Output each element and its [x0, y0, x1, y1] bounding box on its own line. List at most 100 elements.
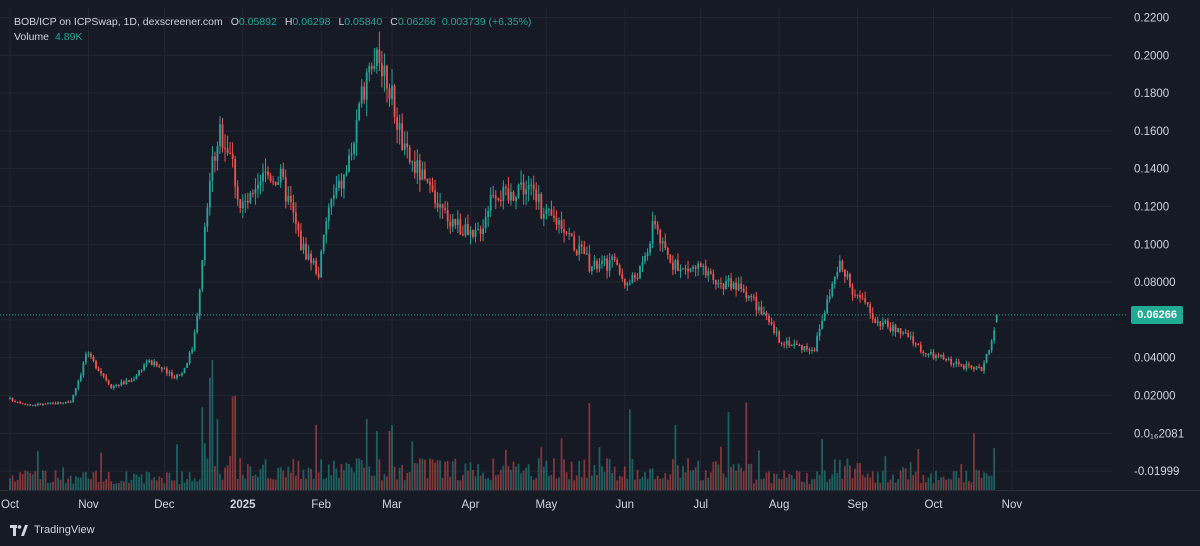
volume-bar: [864, 477, 867, 490]
volume-bar: [150, 479, 153, 490]
volume-bar: [659, 479, 662, 490]
volume-bar: [39, 479, 42, 490]
candle-body: [14, 401, 16, 403]
volume-bar: [327, 464, 330, 490]
candle-body: [955, 361, 958, 364]
candle-body: [565, 232, 568, 234]
volume-bar: [570, 461, 573, 490]
candle-body: [340, 180, 343, 189]
volume-bar: [507, 465, 510, 490]
volume-bar: [216, 419, 219, 490]
candle-body: [924, 353, 927, 355]
volume-bar: [661, 478, 664, 490]
volume-bar: [879, 482, 882, 490]
volume-bar: [980, 477, 983, 490]
volume-bar: [978, 470, 980, 490]
candle-body: [780, 342, 783, 344]
volume-bar: [714, 461, 717, 490]
candle-body: [499, 199, 502, 202]
candle-body: [396, 116, 398, 130]
volume-bar: [297, 460, 300, 490]
volume-bar: [515, 466, 517, 490]
tradingview-brand[interactable]: TradingView: [10, 524, 95, 536]
candle-body: [874, 319, 877, 324]
candle-body: [811, 349, 813, 351]
candle-body: [585, 253, 588, 255]
volume-bar: [525, 467, 528, 490]
volume-bar: [950, 479, 953, 490]
candle-body: [687, 268, 689, 272]
volume-bar: [841, 478, 844, 490]
volume-bar: [34, 471, 37, 490]
candle-body: [515, 197, 517, 201]
candle-body: [135, 375, 138, 380]
candle-body: [74, 388, 77, 395]
candle-body: [947, 358, 950, 361]
candle-body: [851, 286, 854, 295]
candle-body: [806, 346, 808, 350]
candle-body: [902, 332, 904, 334]
volume-bar: [778, 478, 781, 490]
volume-bar: [474, 476, 477, 490]
volume-bar: [722, 473, 725, 490]
y-tick-label: 0.1000: [1134, 239, 1169, 251]
volume-bar: [623, 466, 626, 490]
volume-bar: [780, 479, 783, 490]
candle-body: [846, 274, 849, 277]
volume-bar: [29, 472, 32, 490]
volume-bar: [378, 459, 381, 490]
candle-body: [745, 291, 748, 299]
candle-body: [927, 354, 930, 356]
volume-bar: [932, 482, 935, 490]
volume-bar: [49, 482, 52, 490]
volume-bar: [720, 446, 722, 490]
candle-body: [479, 229, 482, 235]
volume-bar: [239, 458, 242, 490]
candle-body: [669, 254, 672, 263]
volume-bar: [821, 439, 824, 490]
volume-bar: [866, 473, 869, 490]
volume-bar: [565, 472, 568, 490]
volume-bar: [616, 480, 619, 490]
candle-body: [264, 171, 267, 173]
volume-bar: [603, 472, 606, 490]
candle-body: [183, 367, 186, 374]
candle-body: [464, 224, 467, 236]
volume-bar: [79, 477, 82, 490]
candle-body: [363, 86, 366, 100]
candle-body: [512, 191, 515, 201]
volume-bar: [188, 472, 191, 490]
volume-bar: [208, 377, 211, 490]
candle-body: [803, 346, 806, 351]
volume-bar: [919, 483, 922, 490]
candle-body: [970, 365, 973, 368]
volume-bar: [107, 472, 110, 490]
candle-body: [345, 171, 348, 175]
volume-bar: [196, 481, 199, 490]
candle-body: [155, 361, 158, 366]
volume-bar: [375, 430, 378, 490]
candle-body: [34, 405, 37, 407]
candle-body: [300, 230, 302, 251]
volume-bar: [431, 459, 434, 490]
volume-bar: [922, 474, 925, 490]
candle-body: [517, 184, 520, 198]
candle-body: [573, 236, 576, 251]
volume-bar: [145, 471, 148, 490]
volume-row: Volume 4.89K: [14, 30, 531, 45]
candle-body: [504, 186, 507, 189]
candle-body: [884, 320, 887, 323]
volume-bar: [178, 483, 181, 490]
candle-body: [21, 403, 24, 405]
candle-body: [107, 380, 110, 385]
y-tick-label: 0.02000: [1134, 390, 1176, 402]
volume-bar: [732, 464, 735, 490]
volume-bar: [67, 478, 70, 490]
candle-body: [165, 368, 168, 374]
volume-bar: [699, 480, 702, 490]
volume-bar: [628, 409, 631, 490]
volume-bar: [697, 460, 700, 490]
candle-body: [768, 315, 770, 323]
